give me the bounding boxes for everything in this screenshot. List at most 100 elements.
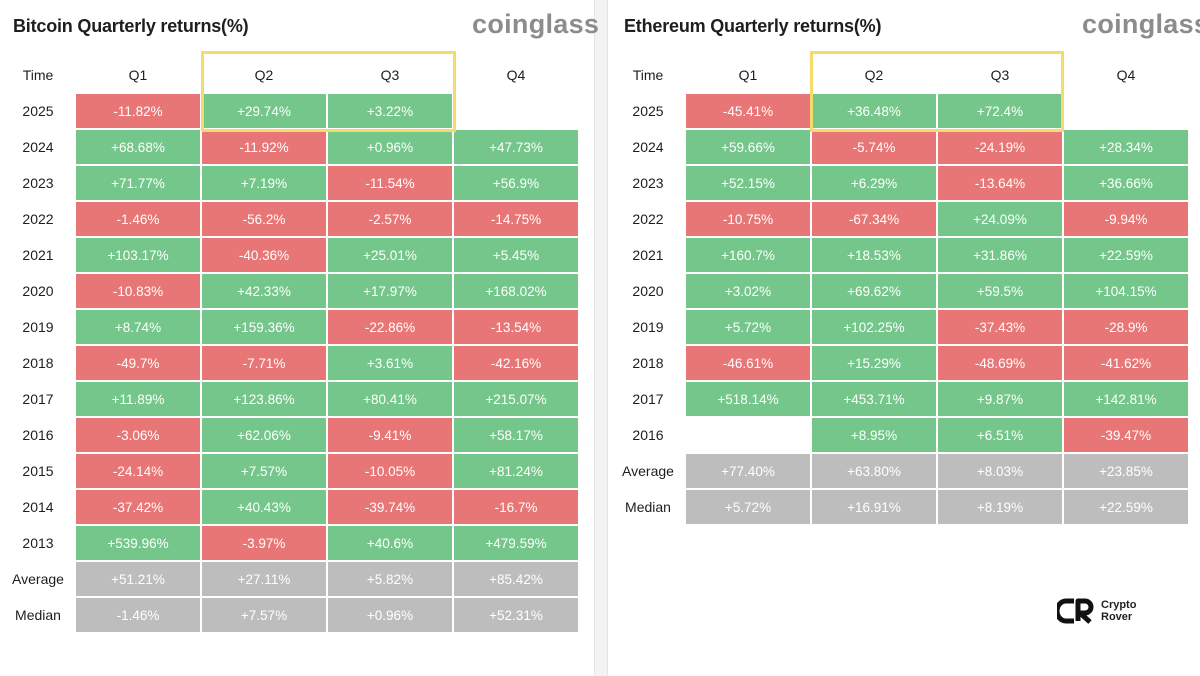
return-cell-q3: +40.6% [328,526,452,560]
return-cell-q1 [686,418,810,452]
return-cell-q4: +23.85% [1064,454,1188,488]
return-cell-q1: +518.14% [686,382,810,416]
column-header-time: Time [632,67,664,83]
return-cell-q2: +7.19% [202,166,326,200]
year-label: 2017 [22,391,54,407]
return-cell-q4: +479.59% [454,526,578,560]
return-cell-q3: -10.05% [328,454,452,488]
return-cell-q2: +69.62% [812,274,936,308]
crypto-rover-line1: Crypto [1101,599,1137,611]
return-cell-q3: +59.5% [938,274,1062,308]
year-label: 2018 [632,355,664,371]
return-cell-q1: +71.77% [76,166,200,200]
return-cell-q4: +5.45% [454,238,578,272]
return-cell-q2: -7.71% [202,346,326,380]
ethereum-table-title: Ethereum Quarterly returns(%) [624,16,882,36]
column-header-q4: Q4 [506,67,526,83]
return-cell-q4: +58.17% [454,418,578,452]
table-row-2015: 2015 -24.14% +7.57% -10.05% +81.24% [2,454,578,488]
return-cell-q2: +18.53% [812,238,936,272]
return-cell-q3: +3.61% [328,346,452,380]
return-cell-q1: +539.96% [76,526,200,560]
panel-divider [594,0,608,676]
year-label: 2017 [632,391,664,407]
header-row: Time Q1 Q2 Q3 Q4 [2,58,578,92]
table-row-2021: 2021 +160.7% +18.53% +31.86% +22.59% [612,238,1188,272]
year-label: 2022 [22,211,54,227]
return-cell-q3: +0.96% [328,598,452,632]
return-cell-q1: +11.89% [76,382,200,416]
return-cell-q4: +36.66% [1064,166,1188,200]
return-cell-q1: -46.61% [686,346,810,380]
return-cell-q1: -24.14% [76,454,200,488]
table-row-2016: 2016 +8.95% +6.51% -39.47% [612,418,1188,452]
return-cell-q2: +42.33% [202,274,326,308]
return-cell-q3: -24.19% [938,130,1062,164]
table-row-2017: 2017 +518.14% +453.71% +9.87% +142.81% [612,382,1188,416]
crypto-rover-watermark: Crypto Rover [1057,596,1136,626]
return-cell-q4: +56.9% [454,166,578,200]
return-cell-q3: -2.57% [328,202,452,236]
return-cell-q4: +22.59% [1064,490,1188,524]
table-row-2018: 2018 -46.61% +15.29% -48.69% -41.62% [612,346,1188,380]
return-cell-q3: +25.01% [328,238,452,272]
table-row-2013: 2013 +539.96% -3.97% +40.6% +479.59% [2,526,578,560]
return-cell-q1: +59.66% [686,130,810,164]
return-cell-q3: +8.19% [938,490,1062,524]
return-cell-q1: +160.7% [686,238,810,272]
coinglass-logo: coinglass [1082,9,1200,39]
year-label: 2014 [22,499,54,515]
year-label: 2020 [22,283,54,299]
column-header-q2: Q2 [864,67,884,83]
return-cell-q1: +51.21% [76,562,200,596]
return-cell-q4: +28.34% [1064,130,1188,164]
return-cell-q2: -40.36% [202,238,326,272]
return-cell-q4: +142.81% [1064,382,1188,416]
return-cell-q4: +22.59% [1064,238,1188,272]
ethereum-panel: Ethereum Quarterly returns(%) coinglass … [610,0,1200,676]
year-label: 2022 [632,211,664,227]
year-label: 2024 [22,139,54,155]
return-cell-q2: -67.34% [812,202,936,236]
return-cell-q3: +9.87% [938,382,1062,416]
column-header-q3: Q3 [990,67,1010,83]
year-label: 2020 [632,283,664,299]
return-cell-q4: +85.42% [454,562,578,596]
year-label: 2016 [22,427,54,443]
return-cell-q3: -39.74% [328,490,452,524]
stat-label: Median [15,607,61,623]
year-label: 2025 [632,103,664,119]
return-cell-q2: -11.92% [202,130,326,164]
table-row-2014: 2014 -37.42% +40.43% -39.74% -16.7% [2,490,578,524]
table-row-2025: 2025 -45.41% +36.48% +72.4% [612,94,1188,128]
return-cell-q1: -3.06% [76,418,200,452]
table-row-2019: 2019 +5.72% +102.25% -37.43% -28.9% [612,310,1188,344]
bitcoin-returns-table: Time Q1 Q2 Q3 Q4 2025 -11.82% +29.74% +3.22% 2024… [0,56,580,634]
return-cell-q4: -16.7% [454,490,578,524]
crypto-rover-logo-icon [1057,598,1094,624]
return-cell-q3: +0.96% [328,130,452,164]
return-cell-q4: +104.15% [1064,274,1188,308]
column-header-q1: Q1 [128,67,148,83]
return-cell-q3: +17.97% [328,274,452,308]
return-cell-q3: -22.86% [328,310,452,344]
table-row-2022: 2022 -10.75% -67.34% +24.09% -9.94% [612,202,1188,236]
column-header-q1: Q1 [738,67,758,83]
return-cell-q1: -37.42% [76,490,200,524]
return-cell-q4: -14.75% [454,202,578,236]
year-label: 2013 [22,535,54,551]
return-cell-q1: -49.7% [76,346,200,380]
return-cell-q3: -13.64% [938,166,1062,200]
header-row: Time Q1 Q2 Q3 Q4 [612,58,1188,92]
return-cell-q4: -13.54% [454,310,578,344]
return-cell-q1: -11.82% [76,94,200,128]
return-cell-q3: +24.09% [938,202,1062,236]
return-cell-q2: +6.29% [812,166,936,200]
return-cell-q1: +3.02% [686,274,810,308]
return-cell-q3: +5.82% [328,562,452,596]
year-label: 2021 [22,247,54,263]
return-cell-q3: -9.41% [328,418,452,452]
column-header-q2: Q2 [254,67,274,83]
year-label: 2019 [22,319,54,335]
table-row-2020: 2020 +3.02% +69.62% +59.5% +104.15% [612,274,1188,308]
